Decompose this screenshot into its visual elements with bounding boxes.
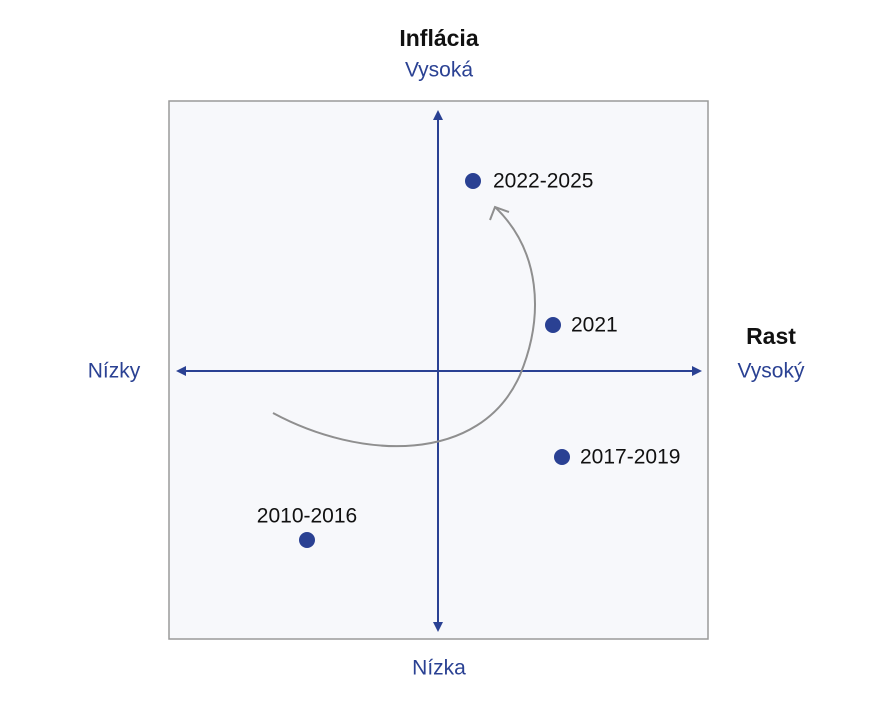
trend-arrowhead	[489, 205, 510, 221]
x-axis-high: Vysoký	[738, 360, 805, 383]
point	[465, 173, 481, 189]
y-axis-title: Inflácia	[399, 25, 478, 51]
point-label: 2017-2019	[580, 446, 680, 469]
point-label: 2021	[571, 314, 618, 337]
point-label: 2022-2025	[493, 170, 593, 193]
point	[299, 532, 315, 548]
x-axis-low: Nízky	[88, 360, 141, 383]
y-axis-low: Nízka	[412, 657, 466, 680]
trend-curve	[272, 206, 536, 448]
y-axis-high: Vysoká	[405, 59, 473, 82]
point	[554, 449, 570, 465]
x-axis-title: Rast	[746, 323, 796, 349]
point	[545, 317, 561, 333]
point-label: 2010-2016	[257, 505, 357, 528]
